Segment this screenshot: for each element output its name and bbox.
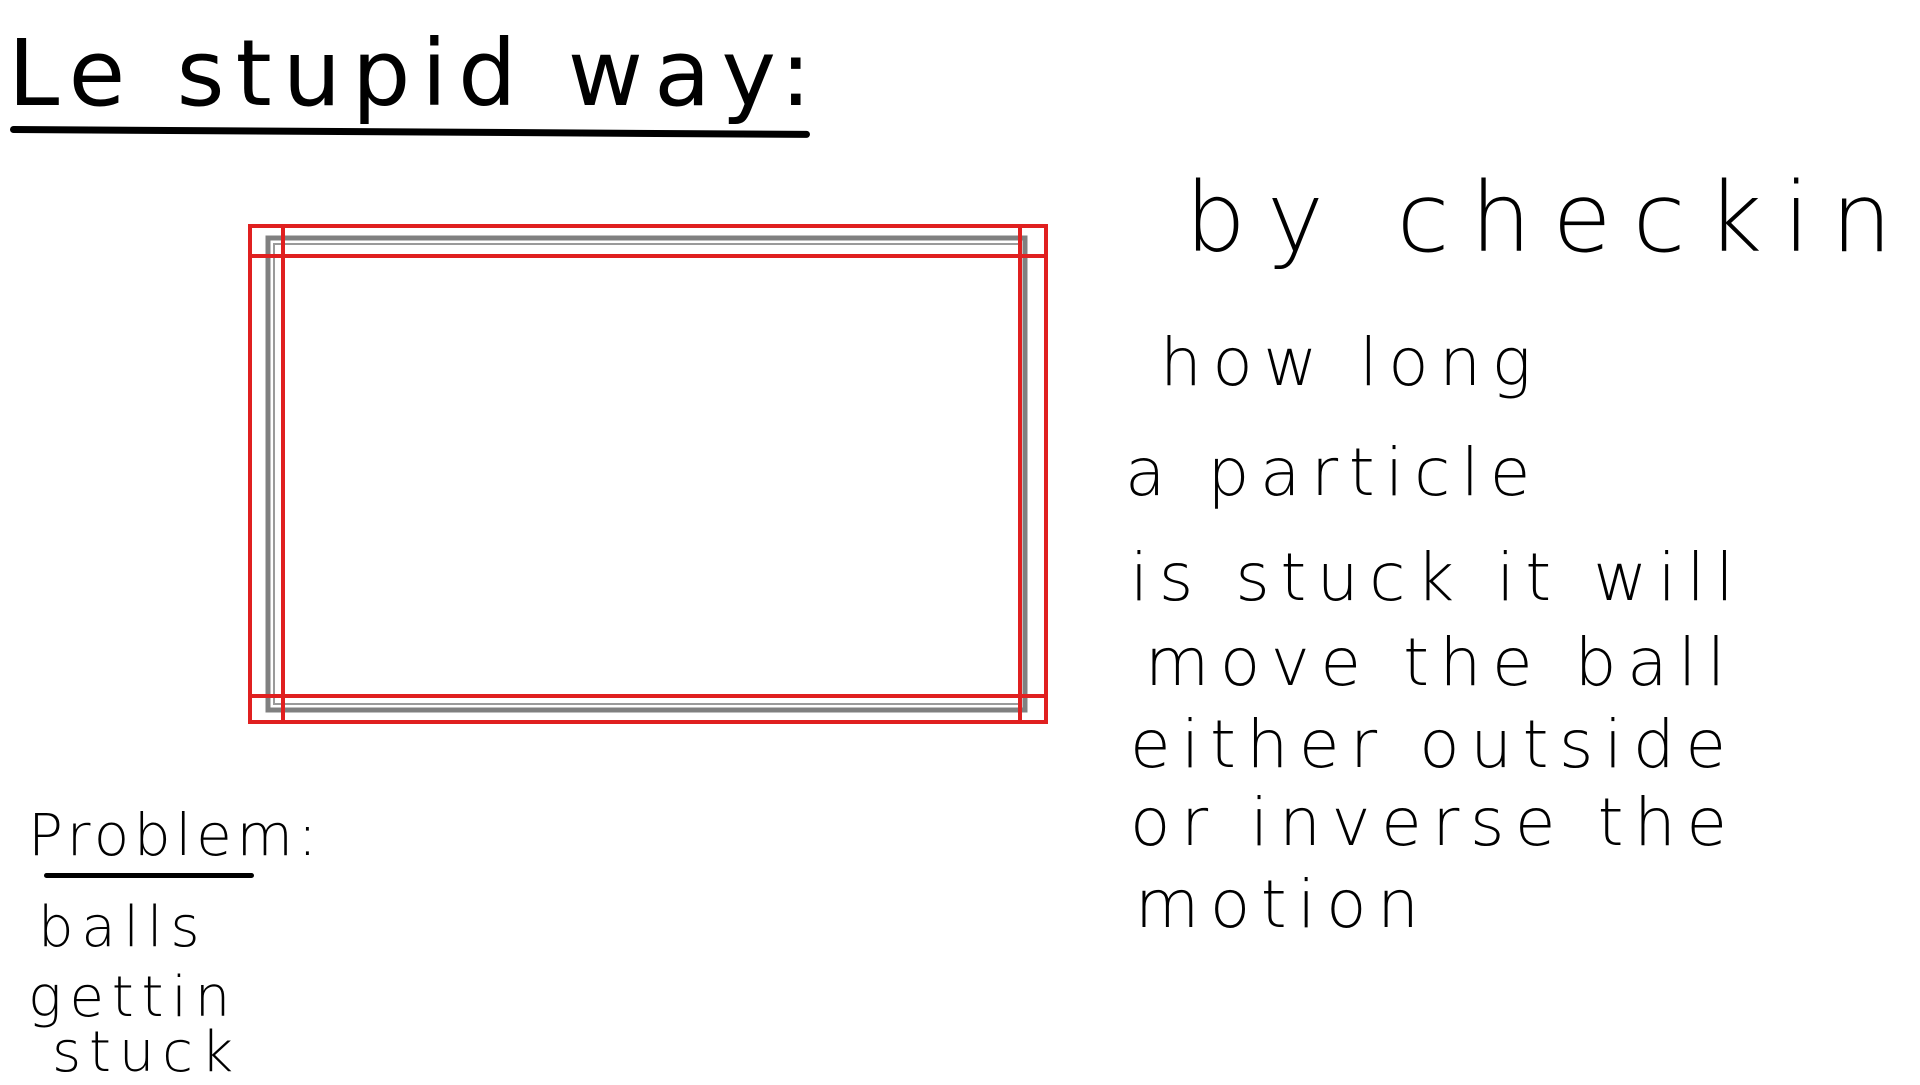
explanation-line-6: either outside <box>1130 706 1737 783</box>
gray-wall-inner <box>273 243 1020 705</box>
problem-heading: Problem: <box>28 801 322 869</box>
explanation-line-5: move the ball <box>1145 624 1736 701</box>
collision-zone-top <box>248 224 1048 258</box>
explanation-line-1: by checking <box>1185 162 1920 274</box>
collision-zone-bottom <box>248 694 1048 724</box>
problem-line-2: gettin <box>28 965 239 1030</box>
explanation-line-2: how long <box>1160 324 1542 401</box>
explanation-line-7: or inverse the <box>1130 784 1738 861</box>
problem-line-3: stuck <box>52 1020 242 1085</box>
collision-zone-right <box>1018 224 1048 724</box>
explanation-line-3: a particle <box>1125 434 1541 511</box>
title-underline <box>9 126 811 138</box>
page-title: Le stupid way: <box>8 20 823 127</box>
problem-underline <box>44 873 254 878</box>
collision-zone-left <box>248 224 285 724</box>
explanation-line-4: is stuck it will <box>1130 539 1745 616</box>
problem-line-1: balls <box>38 895 208 960</box>
explanation-line-8: motion <box>1135 866 1430 943</box>
gray-wall-outline <box>265 235 1028 713</box>
